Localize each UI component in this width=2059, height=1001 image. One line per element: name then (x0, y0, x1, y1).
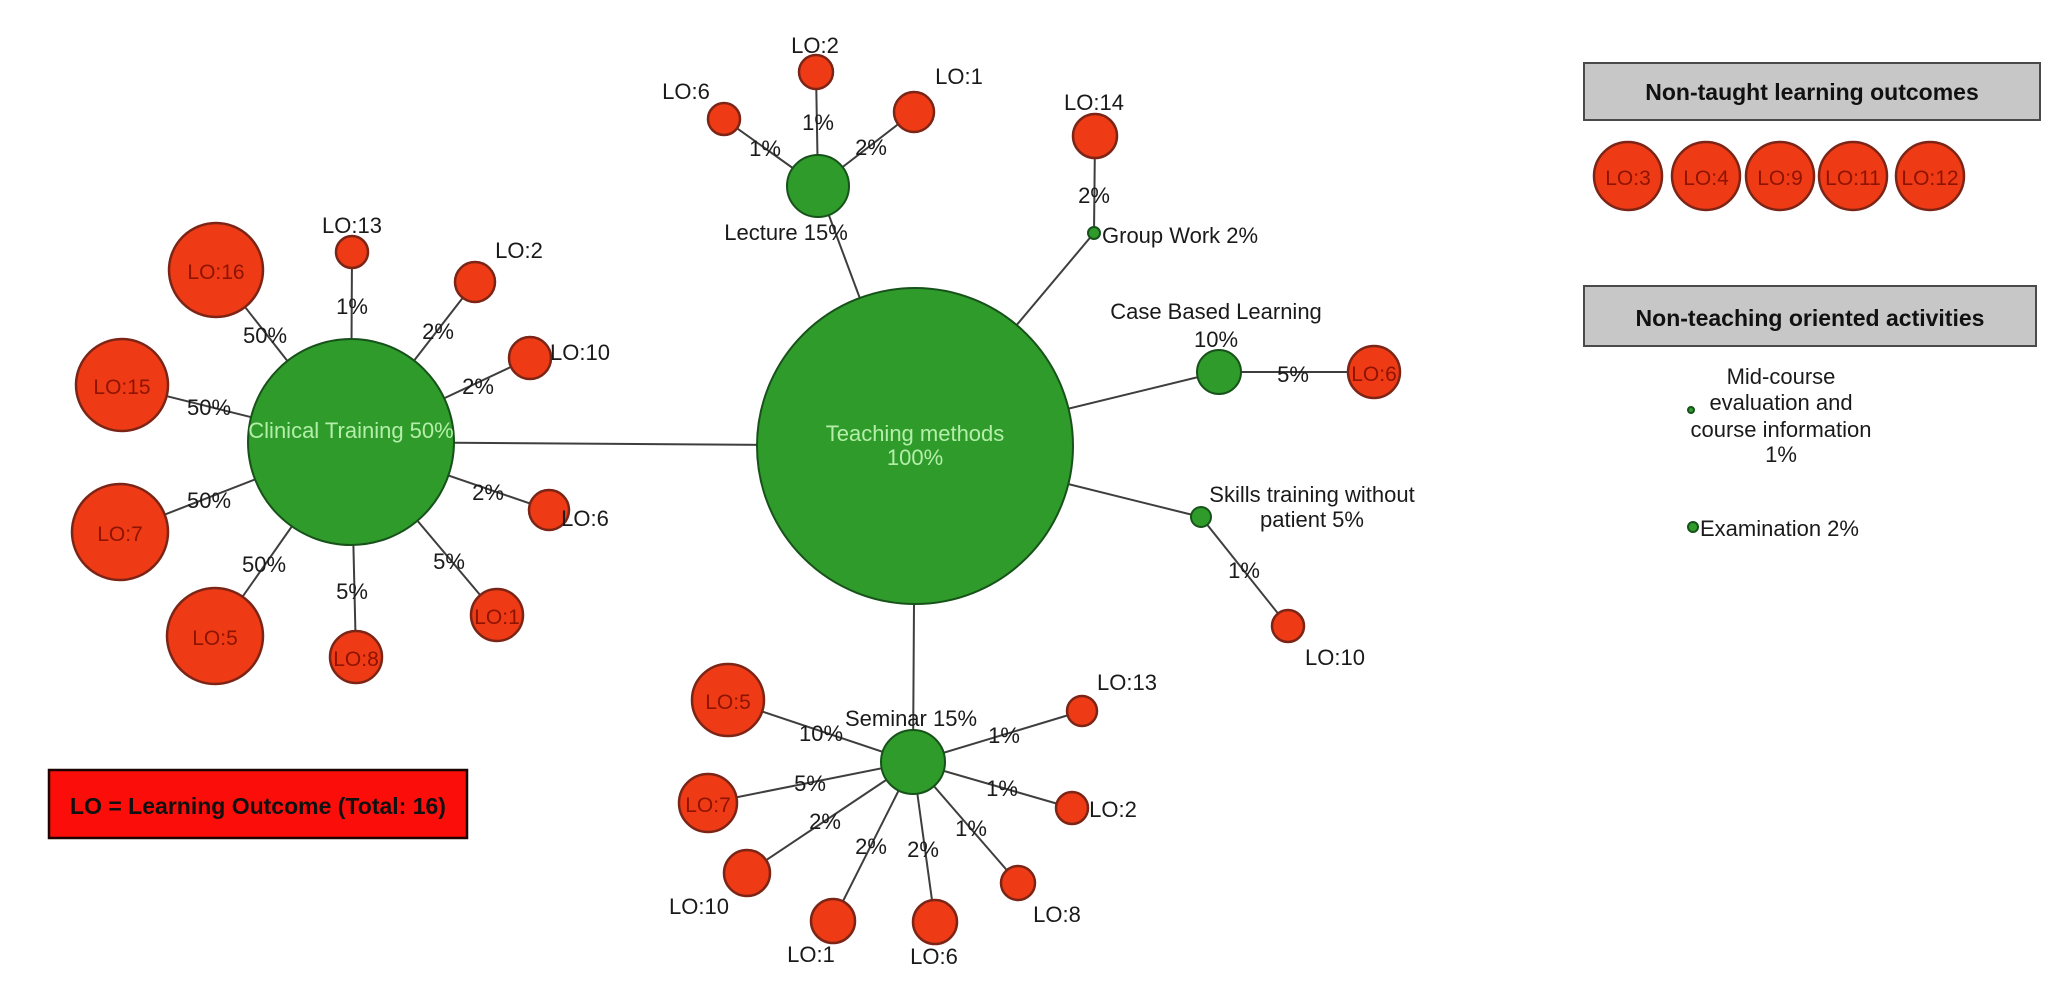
svg-text:LO = Learning Outcome (Total:: LO = Learning Outcome (Total: 16) (70, 793, 446, 819)
svg-text:2%: 2% (1078, 183, 1110, 208)
svg-text:LO:3: LO:3 (1605, 167, 1651, 190)
svg-text:LO:12: LO:12 (1901, 167, 1958, 190)
svg-text:LO:14: LO:14 (1064, 90, 1124, 115)
svg-text:2%: 2% (462, 374, 494, 399)
svg-text:LO:1: LO:1 (787, 942, 835, 967)
svg-text:1%: 1% (749, 136, 781, 161)
svg-text:Lecture 15%: Lecture 15% (724, 220, 848, 245)
svg-text:1%: 1% (955, 816, 987, 841)
svg-text:Mid-course: Mid-course (1727, 364, 1836, 389)
svg-text:LO:10: LO:10 (550, 340, 610, 365)
svg-text:Case Based Learning: Case Based Learning (1110, 299, 1322, 324)
svg-text:LO:13: LO:13 (322, 213, 382, 238)
svg-text:LO:6: LO:6 (561, 506, 609, 531)
svg-text:LO:2: LO:2 (1089, 797, 1137, 822)
svg-text:2%: 2% (472, 480, 504, 505)
svg-text:2%: 2% (855, 834, 887, 859)
svg-text:10%: 10% (799, 721, 843, 746)
svg-text:1%: 1% (986, 776, 1018, 801)
svg-text:LO:16: LO:16 (187, 261, 244, 284)
svg-text:LO:13: LO:13 (1097, 670, 1157, 695)
svg-text:LO:8: LO:8 (333, 648, 379, 671)
svg-text:5%: 5% (794, 771, 826, 796)
svg-text:LO:10: LO:10 (669, 894, 729, 919)
svg-text:LO:2: LO:2 (791, 33, 839, 58)
svg-text:50%: 50% (187, 395, 231, 420)
svg-text:LO:5: LO:5 (705, 691, 751, 714)
svg-text:evaluation and: evaluation and (1709, 390, 1852, 415)
svg-text:Seminar 15%: Seminar 15% (845, 706, 977, 731)
svg-text:Teaching methods: Teaching methods (826, 421, 1005, 446)
svg-text:50%: 50% (242, 552, 286, 577)
svg-text:100%: 100% (887, 445, 943, 470)
svg-text:Non-taught learning outcomes: Non-taught learning outcomes (1645, 79, 1979, 105)
svg-text:1%: 1% (802, 110, 834, 135)
svg-text:LO:1: LO:1 (474, 606, 520, 629)
svg-text:10%: 10% (1194, 327, 1238, 352)
svg-text:5%: 5% (1277, 362, 1309, 387)
svg-text:1%: 1% (1765, 442, 1797, 467)
svg-text:2%: 2% (809, 809, 841, 834)
svg-text:50%: 50% (243, 323, 287, 348)
svg-text:LO:8: LO:8 (1033, 902, 1081, 927)
svg-text:LO:1: LO:1 (935, 64, 983, 89)
svg-text:5%: 5% (433, 549, 465, 574)
svg-text:2%: 2% (907, 837, 939, 862)
svg-text:2%: 2% (422, 319, 454, 344)
svg-text:LO:15: LO:15 (93, 376, 150, 399)
svg-text:LO:4: LO:4 (1683, 167, 1729, 190)
svg-text:LO:10: LO:10 (1305, 645, 1365, 670)
svg-text:course information: course information (1691, 417, 1872, 442)
svg-text:Non-teaching oriented activiti: Non-teaching oriented activities (1636, 305, 1985, 331)
svg-text:LO:11: LO:11 (1825, 167, 1881, 190)
svg-text:LO:5: LO:5 (192, 627, 238, 650)
svg-text:LO:7: LO:7 (97, 523, 143, 546)
svg-text:LO:7: LO:7 (685, 794, 731, 817)
svg-text:LO:6: LO:6 (1351, 363, 1397, 386)
svg-text:2%: 2% (855, 135, 887, 160)
svg-text:1%: 1% (336, 294, 368, 319)
svg-text:LO:2: LO:2 (495, 238, 543, 263)
svg-text:Skills training without: Skills training without (1209, 482, 1414, 507)
svg-text:Group Work 2%: Group Work 2% (1102, 223, 1258, 248)
svg-text:1%: 1% (1228, 558, 1260, 583)
svg-text:50%: 50% (187, 488, 231, 513)
svg-text:LO:9: LO:9 (1757, 167, 1803, 190)
svg-text:patient 5%: patient 5% (1260, 507, 1364, 532)
svg-text:Examination 2%: Examination 2% (1700, 516, 1859, 541)
svg-text:LO:6: LO:6 (662, 79, 710, 104)
svg-text:1%: 1% (988, 723, 1020, 748)
svg-text:Clinical Training 50%: Clinical Training 50% (248, 418, 453, 443)
svg-text:LO:6: LO:6 (910, 944, 958, 969)
svg-text:5%: 5% (336, 579, 368, 604)
